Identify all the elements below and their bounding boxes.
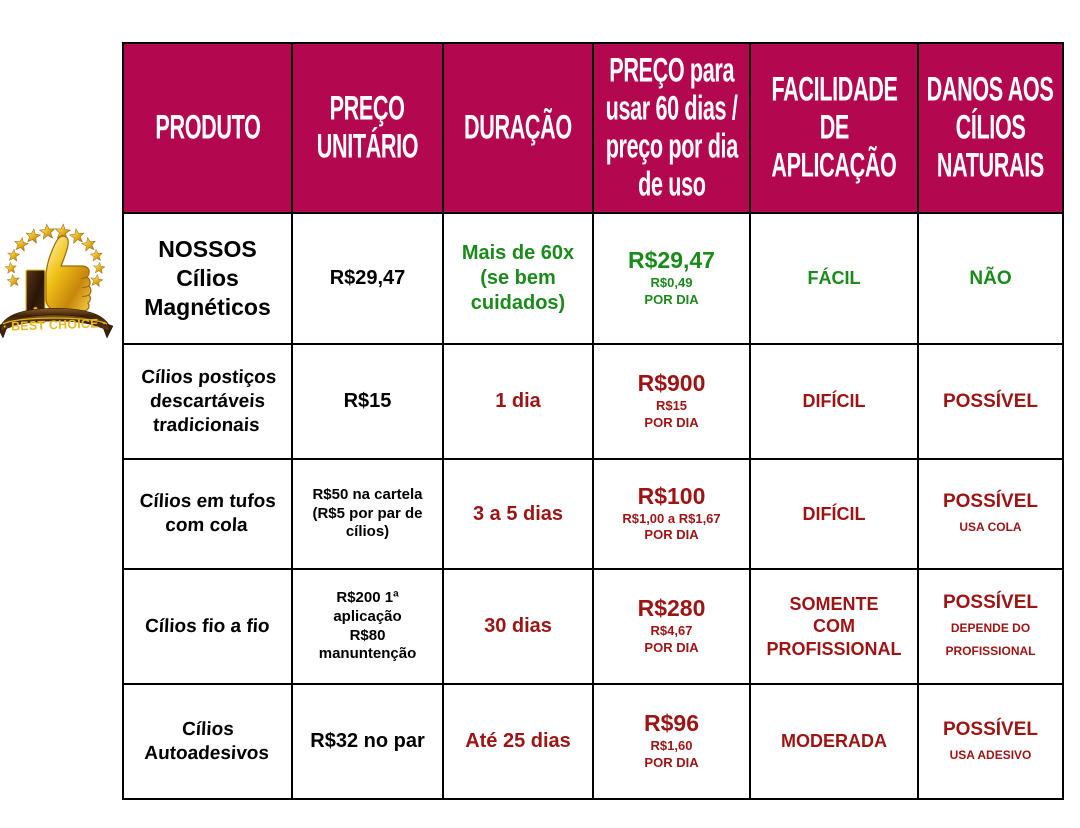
svg-text:· BEST CHOICE ·: · BEST CHOICE · [3,316,107,334]
